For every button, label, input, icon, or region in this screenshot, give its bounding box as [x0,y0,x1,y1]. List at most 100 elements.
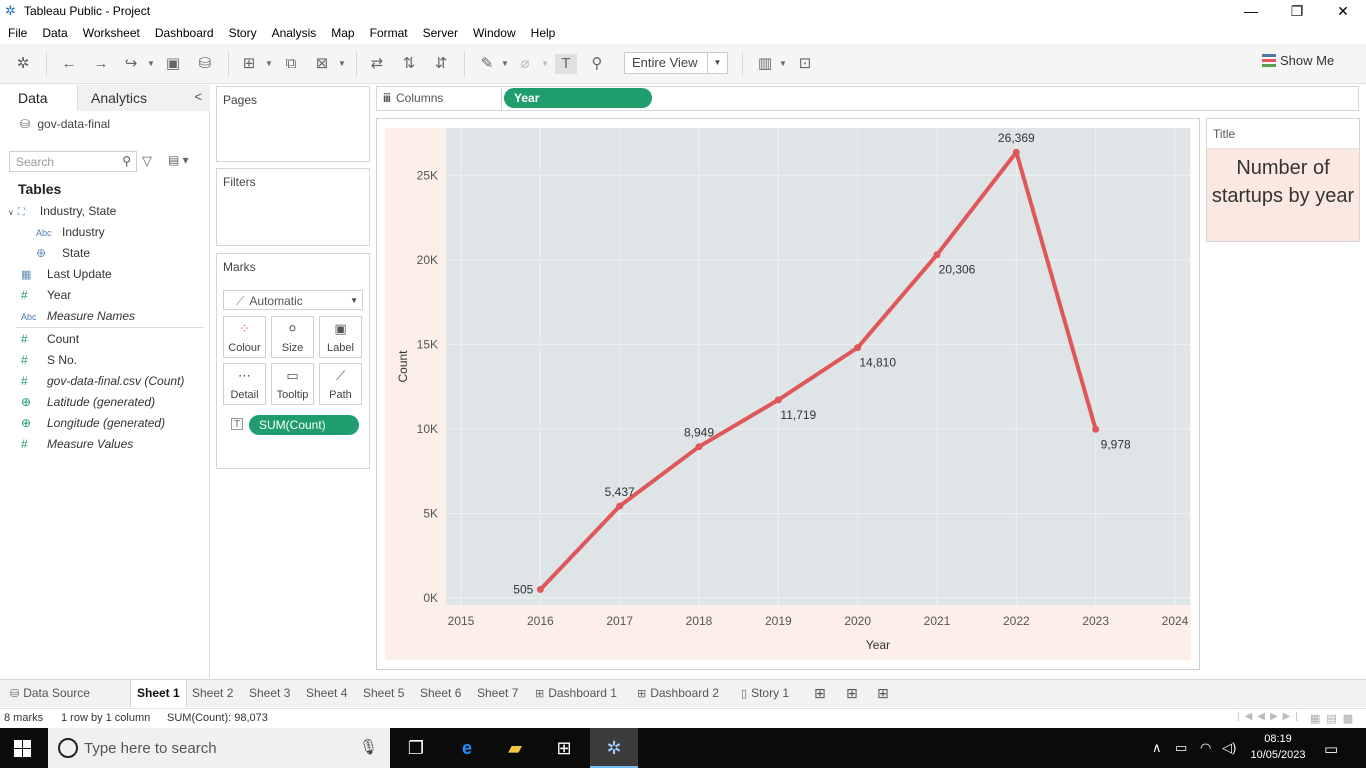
data-point[interactable] [774,396,782,404]
collapse-pane-icon[interactable]: < [194,89,202,104]
field-measure-values[interactable]: # Measure Values [21,437,134,451]
sort-descending-icon[interactable]: ⇵ [434,55,448,72]
tab-sheet-3[interactable]: Sheet 3 [249,686,291,700]
menu-story[interactable]: Story [228,26,257,40]
tab-story-1[interactable]: ▯ Story 1 [741,686,790,700]
field-industry[interactable]: Abc Industry [36,223,105,241]
group-members-icon[interactable]: ⌀ [520,55,530,72]
chevron-down-icon[interactable]: ▼ [338,59,346,68]
data-point[interactable] [1092,425,1100,433]
menu-format[interactable]: Format [369,26,408,40]
clear-sheet-icon[interactable]: ⊠ [315,55,329,72]
field-latitude[interactable]: ⊕ Latitude (generated) [21,395,156,409]
chevron-down-icon[interactable]: ▼ [265,59,273,68]
field-last-update[interactable]: ▦ Last Update [21,265,112,283]
colour-button[interactable]: ⁘ Colour [223,316,266,358]
chevron-down-icon[interactable]: ▼ [779,59,787,68]
field-industry-state[interactable]: ∨ ⛶ Industry, State [8,202,116,220]
tab-sheet-6[interactable]: Sheet 6 [420,686,462,700]
new-worksheet-icon[interactable]: ⊞ [242,55,256,72]
tab-sheet-7[interactable]: Sheet 7 [477,686,519,700]
replay-icon[interactable]: ↪ [124,55,138,72]
edge-browser-icon[interactable]: e [461,738,472,758]
volume-icon[interactable]: ◁) [1222,740,1237,755]
tab-sheet-5[interactable]: Sheet 5 [363,686,405,700]
fix-axes-icon[interactable]: ⚲ [591,55,603,72]
save-icon[interactable]: ▣ [165,55,181,72]
minimize-button[interactable]: — [1244,3,1258,19]
tab-data[interactable]: Data [0,85,77,111]
view-mode-icons[interactable]: ▦▤▩ [1310,713,1360,725]
new-story-tab-icon[interactable]: ⊞ [877,685,889,701]
microphone-icon[interactable]: 🎙 [358,739,378,756]
field-csv-count[interactable]: # gov-data-final.csv (Count) [21,374,185,388]
restore-button[interactable]: ❐ [1290,3,1304,19]
show-mark-labels-icon[interactable]: T [555,54,577,74]
field-state[interactable]: ⊕ State [36,246,91,260]
close-button[interactable]: ✕ [1337,3,1349,19]
field-count[interactable]: # Count [21,332,80,346]
field-measure-names[interactable]: Abc Measure Names [21,307,135,325]
label-button[interactable]: ▣ Label [319,316,362,358]
microsoft-store-icon[interactable]: ⊞ [556,738,572,758]
chevron-down-icon[interactable]: ▼ [501,59,509,68]
file-explorer-icon[interactable]: ▰ [508,738,522,758]
tableau-taskbar-button[interactable]: ✲ [590,728,638,768]
filters-card[interactable]: Filters [216,168,370,246]
tray-chevron-icon[interactable]: ∧ [1152,740,1162,755]
year-pill[interactable]: Year [504,88,652,108]
notifications-icon[interactable]: ▭ [1324,741,1339,758]
tab-analytics[interactable]: Analytics < [77,85,210,111]
highlight-icon[interactable]: ✎ [480,55,494,72]
tab-dashboard-1[interactable]: ⊞ Dashboard 1 [535,686,617,700]
data-point[interactable] [854,344,862,352]
show-cards-icon[interactable]: ▥ [757,55,773,72]
new-dashboard-tab-icon[interactable]: ⊞ [846,685,858,701]
tableau-home-icon[interactable]: ✲ [16,55,30,72]
menu-dashboard[interactable]: Dashboard [154,26,214,40]
new-worksheet-tab-icon[interactable]: ⊞ [814,685,826,701]
chevron-down-icon[interactable]: ▼ [541,59,549,68]
new-data-source-icon[interactable]: ⛁ [198,55,212,72]
tab-data-source[interactable]: ⛁ Data Source [10,686,90,700]
redo-icon[interactable]: → [93,55,109,72]
size-button[interactable]: ⚪ Size [271,316,314,358]
tab-dashboard-2[interactable]: ⊞ Dashboard 2 [637,686,719,700]
presentation-mode-icon[interactable]: ⊡ [798,55,812,72]
data-point[interactable] [536,585,544,593]
menu-data[interactable]: Data [42,26,68,40]
sort-ascending-icon[interactable]: ⇅ [402,55,416,72]
field-s-no[interactable]: # S No. [21,353,78,367]
tooltip-button[interactable]: ▭ Tooltip [271,363,314,405]
menu-worksheet[interactable]: Worksheet [82,26,140,40]
show-me-button[interactable]: Show Me [1262,53,1334,68]
datasource-item[interactable]: ⛁ gov-data-final [20,117,110,131]
windows-start-icon[interactable] [14,740,31,757]
data-point[interactable] [616,502,624,510]
mark-type-dropdown[interactable]: ⟋ Automatic ▼ [223,290,363,310]
chart-title[interactable]: Number of startups by year [1207,149,1359,241]
menu-map[interactable]: Map [331,26,355,40]
menu-server[interactable]: Server [422,26,458,40]
search-input[interactable]: Search ⚲ [9,151,137,172]
path-button[interactable]: ⟋ Path [319,363,362,405]
tab-sheet-4[interactable]: Sheet 4 [306,686,348,700]
series-line[interactable] [538,150,1098,592]
data-point[interactable] [1012,148,1020,156]
duplicate-sheet-icon[interactable]: ⧉ [285,55,297,72]
expand-chevron-icon[interactable]: ∨ [8,208,14,217]
field-longitude[interactable]: ⊕ Longitude (generated) [21,416,166,430]
tab-sheet-2[interactable]: Sheet 2 [192,686,234,700]
filter-icon[interactable]: ▽ [142,153,152,168]
wifi-icon[interactable]: ◠ [1200,740,1212,755]
field-year[interactable]: # Year [21,288,72,302]
line-chart[interactable]: 0K 5K 10K 15K 20K 25K 2015 2016 2017 2018 2019 2020… [385,128,1191,660]
taskbar-search-input[interactable]: Type here to search 🎙 [48,728,390,768]
menu-help[interactable]: Help [530,26,556,40]
menu-window[interactable]: Window [472,26,516,40]
taskbar-clock[interactable]: 08:19 10/05/2023 [1244,731,1312,763]
menu-analysis[interactable]: Analysis [271,26,317,40]
chevron-down-icon[interactable]: ▼ [147,59,155,68]
task-view-icon[interactable]: ❐ [407,738,425,758]
data-point[interactable] [695,443,703,451]
